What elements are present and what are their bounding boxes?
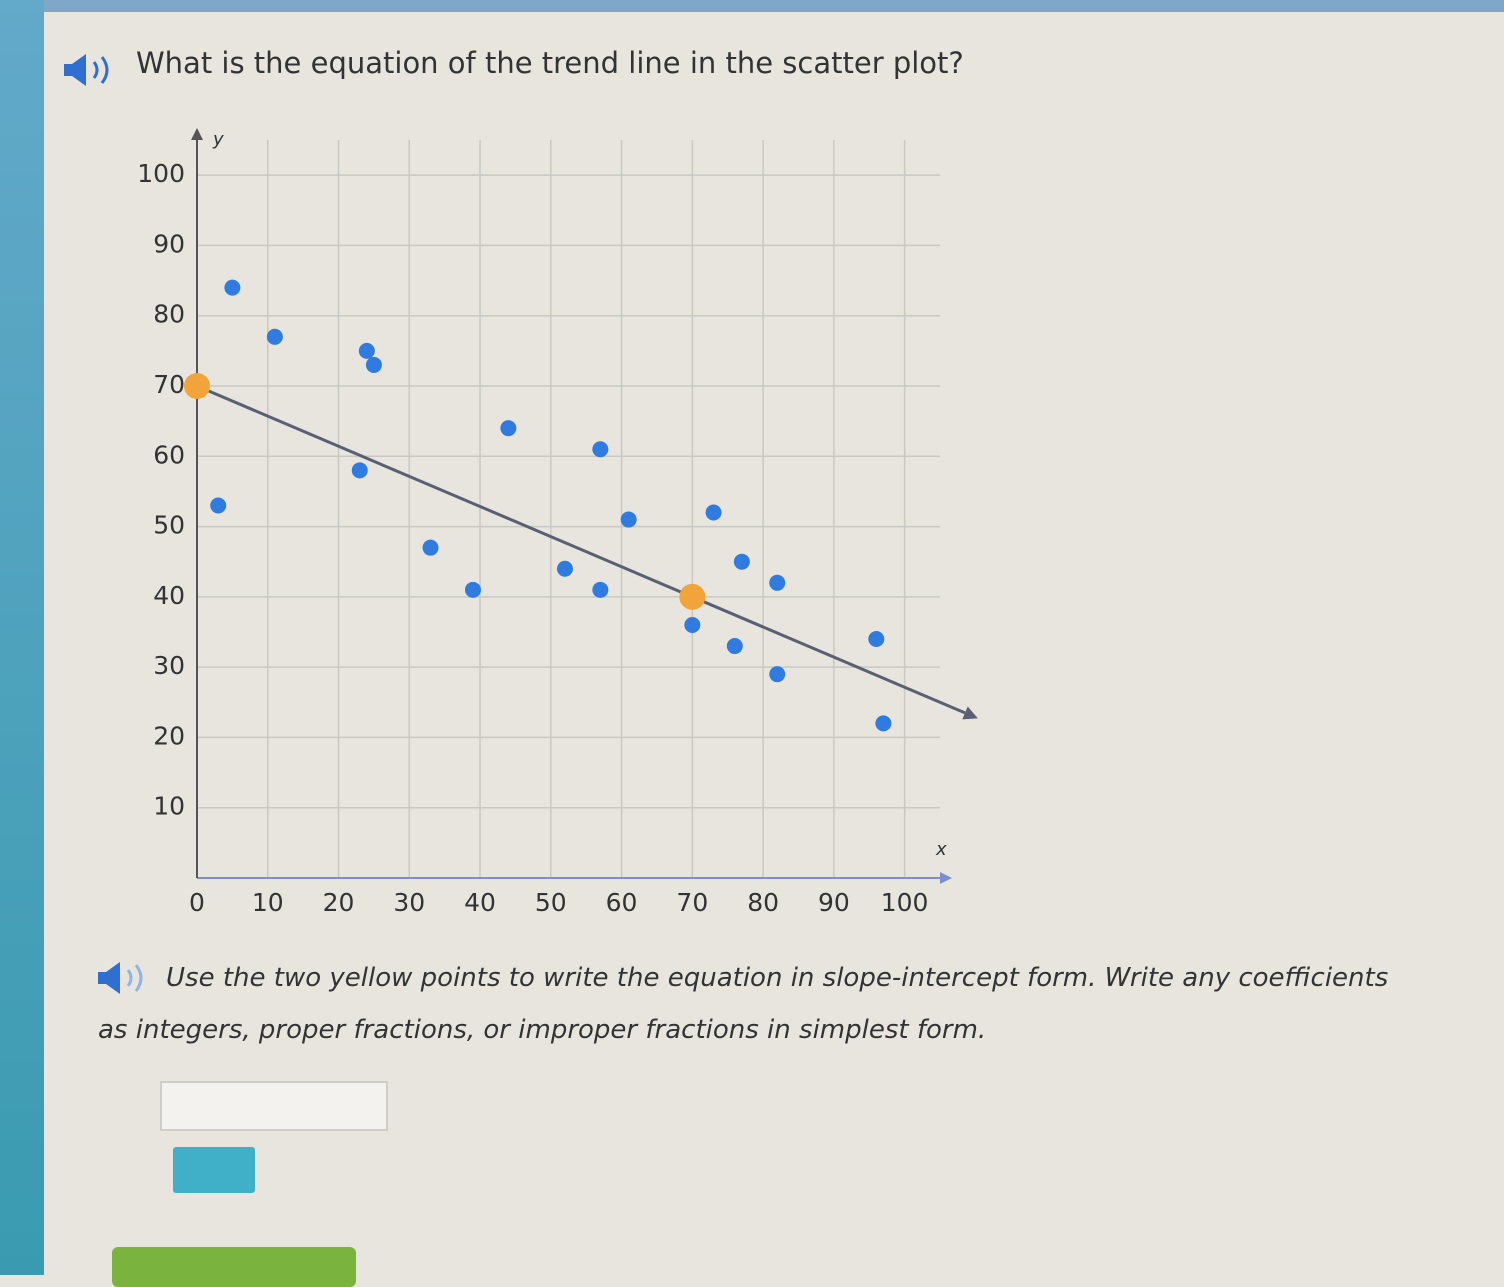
- trend-line: [196, 384, 966, 715]
- y-tick-label: 30: [153, 651, 185, 680]
- data-point: [868, 631, 885, 648]
- y-tick-label: 40: [153, 581, 185, 610]
- x-tick-label: 100: [881, 888, 929, 917]
- data-point: [556, 560, 573, 577]
- data-point: [266, 328, 283, 345]
- data-point: [422, 539, 439, 556]
- answer-input[interactable]: [160, 1081, 388, 1131]
- submit-button[interactable]: [112, 1247, 356, 1287]
- yellow-point: [184, 373, 210, 399]
- yellow-point: [679, 583, 706, 610]
- y-tick-label: 60: [153, 440, 185, 469]
- data-point: [769, 666, 786, 683]
- data-point: [351, 462, 368, 479]
- x-tick-label: 80: [747, 888, 779, 917]
- instruction: Use the two yellow points to write the e…: [98, 963, 1389, 1045]
- data-point: [726, 638, 743, 655]
- top-bar: [0, 0, 1504, 12]
- x-axis-label: x: [935, 839, 947, 860]
- x-tick-label: 90: [818, 888, 850, 917]
- scatter-chart: 0 10 20 30 40 50 60 70 80 90 100 10 20 30 40 50 60 70 80 90…: [137, 128, 978, 917]
- y-axis-label: y: [212, 129, 224, 150]
- y-axis-arrow: [191, 128, 203, 140]
- y-tick-label: 10: [153, 792, 185, 821]
- trend-arrow: [962, 706, 978, 720]
- data-point: [365, 356, 382, 373]
- x-axis-arrow: [940, 872, 952, 884]
- data-point: [500, 420, 517, 437]
- data-point: [620, 511, 637, 528]
- y-tick-label: 80: [153, 300, 185, 329]
- data-point: [464, 581, 481, 598]
- side-bar: [0, 0, 44, 1275]
- y-tick-label: 100: [137, 159, 185, 188]
- x-tick-label: 70: [676, 888, 708, 917]
- data-point: [592, 581, 609, 598]
- data-point: [358, 342, 375, 359]
- data-point: [769, 574, 786, 591]
- y-tick-label: 90: [153, 229, 185, 258]
- data-point: [875, 715, 892, 732]
- speaker-icon[interactable]: [62, 52, 118, 88]
- x-tick-label: 40: [464, 888, 496, 917]
- x-tick-label: 50: [535, 888, 567, 917]
- x-tick-label: 30: [393, 888, 425, 917]
- data-point: [224, 279, 241, 296]
- x-tick-label: 0: [189, 888, 205, 917]
- data-point: [592, 441, 609, 458]
- speaker-icon[interactable]: [96, 960, 152, 996]
- y-tick-label: 70: [153, 370, 185, 399]
- y-tick-label: 20: [153, 721, 185, 750]
- x-tick-label: 60: [606, 888, 638, 917]
- y-tick-label: 50: [153, 511, 185, 540]
- data-point: [210, 497, 227, 514]
- data-point: [684, 616, 701, 633]
- keypad-button[interactable]: [173, 1147, 255, 1193]
- x-tick-label: 20: [323, 888, 355, 917]
- x-tick-label: 10: [252, 888, 284, 917]
- question: What is the equation of the trend line i…: [136, 46, 964, 80]
- data-point: [733, 553, 750, 570]
- data-point: [705, 504, 722, 521]
